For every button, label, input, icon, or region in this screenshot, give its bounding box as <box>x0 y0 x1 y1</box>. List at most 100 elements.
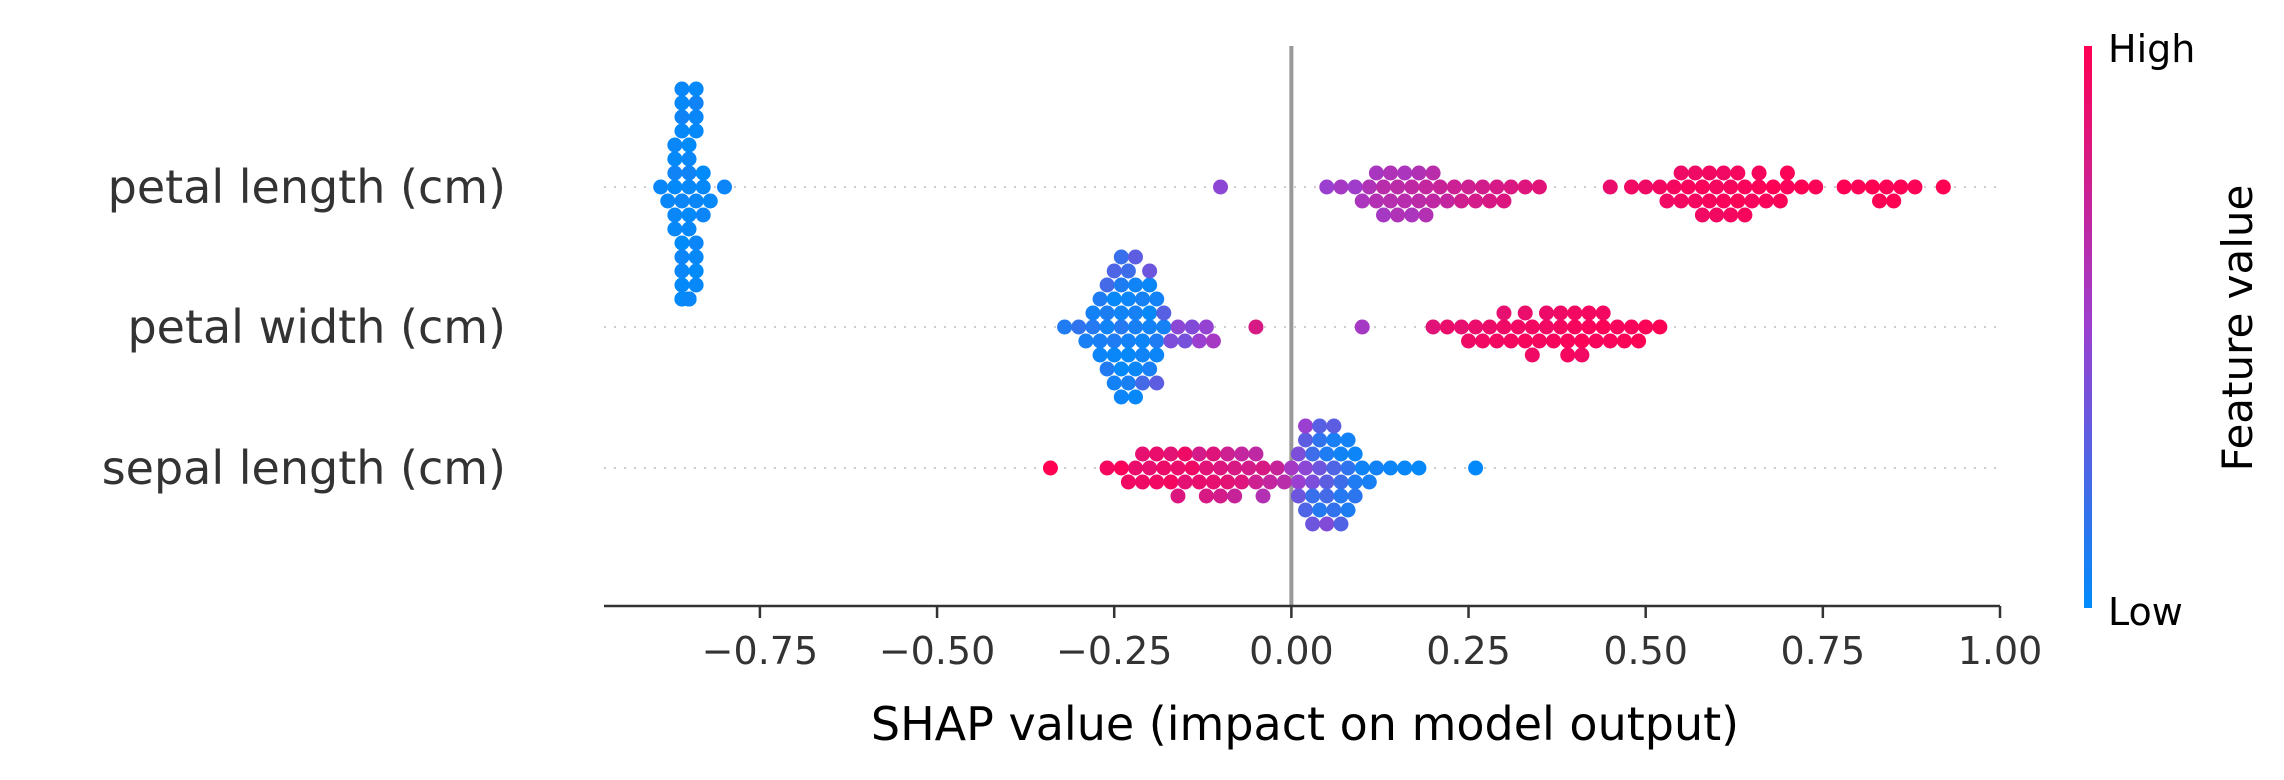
shap-point <box>1120 263 1136 279</box>
shap-point <box>1213 488 1229 504</box>
shap-point <box>1099 361 1115 377</box>
shap-point <box>1482 193 1498 209</box>
shap-point <box>674 277 690 293</box>
shap-point <box>1730 165 1746 181</box>
shap-point <box>1149 347 1165 363</box>
shap-point <box>1468 460 1484 476</box>
shap-point <box>1113 305 1129 321</box>
shap-point <box>1425 165 1441 181</box>
shap-point <box>1113 389 1129 405</box>
shap-point <box>1744 193 1760 209</box>
shap-point <box>1595 305 1611 321</box>
shap-point <box>1333 516 1349 532</box>
shap-point <box>1149 474 1165 490</box>
shap-point <box>1716 165 1732 181</box>
shap-point <box>1156 460 1172 476</box>
shap-point <box>1191 446 1207 462</box>
shap-point <box>1737 207 1753 223</box>
shap-point <box>1234 474 1250 490</box>
shap-point <box>1404 207 1420 223</box>
shap-point <box>1701 193 1717 209</box>
colorbar: High Low Feature value <box>2084 27 2262 634</box>
shap-point <box>1716 193 1732 209</box>
shap-point <box>1624 179 1640 195</box>
shap-point <box>1269 460 1285 476</box>
shap-point <box>667 137 683 153</box>
shap-point <box>688 109 704 125</box>
shap-point <box>1659 193 1675 209</box>
shap-point <box>1567 319 1583 335</box>
shap-point <box>1652 179 1668 195</box>
shap-point <box>1411 460 1427 476</box>
shap-point <box>688 193 704 209</box>
shap-point <box>1737 179 1753 195</box>
shap-point <box>1468 193 1484 209</box>
shap-point <box>1751 165 1767 181</box>
shap-point <box>1453 193 1469 209</box>
shap-point <box>1142 263 1158 279</box>
shap-point <box>674 263 690 279</box>
shap-point <box>1135 446 1151 462</box>
shap-point <box>1099 305 1115 321</box>
shap-point <box>1276 474 1292 490</box>
shap-point <box>1106 263 1122 279</box>
shap-point <box>1198 488 1214 504</box>
shap-point <box>1560 333 1576 349</box>
shap-point <box>1120 333 1136 349</box>
shap-point <box>1609 319 1625 335</box>
shap-point <box>688 249 704 265</box>
shap-point <box>1567 305 1583 321</box>
shap-point <box>1616 333 1632 349</box>
shap-point <box>1120 474 1136 490</box>
shap-point <box>1546 333 1562 349</box>
shap-point <box>1425 193 1441 209</box>
shap-point <box>1205 446 1221 462</box>
shap-point <box>1106 333 1122 349</box>
shap-point <box>1496 193 1512 209</box>
shap-point <box>1375 179 1391 195</box>
x-tick-label: −0.75 <box>702 629 818 673</box>
shap-point <box>1319 179 1335 195</box>
shap-point <box>1333 474 1349 490</box>
shap-point <box>1241 460 1257 476</box>
shap-point <box>1163 333 1179 349</box>
shap-point <box>1553 319 1569 335</box>
shap-point <box>1042 460 1058 476</box>
shap-point <box>1340 432 1356 448</box>
shap-point <box>1127 460 1143 476</box>
shap-point <box>1149 446 1165 462</box>
shap-point <box>1255 488 1271 504</box>
shap-point <box>1489 179 1505 195</box>
shap-point <box>1836 179 1852 195</box>
shap-point <box>1127 277 1143 293</box>
shap-point <box>1170 488 1186 504</box>
shap-point <box>1602 333 1618 349</box>
shap-point <box>1298 460 1314 476</box>
shap-point <box>1106 375 1122 391</box>
shap-point <box>681 179 697 195</box>
shap-point <box>1432 179 1448 195</box>
shap-point <box>1156 305 1172 321</box>
shap-point <box>1680 179 1696 195</box>
shap-point <box>1411 165 1427 181</box>
shap-point <box>1581 319 1597 335</box>
shap-point <box>1227 488 1243 504</box>
shap-point <box>1099 277 1115 293</box>
shap-point <box>1227 460 1243 476</box>
shap-point <box>1368 193 1384 209</box>
shap-point <box>1213 179 1229 195</box>
shap-point <box>1142 305 1158 321</box>
shap-point <box>667 221 683 237</box>
shap-point <box>1390 207 1406 223</box>
shap-point <box>1503 333 1519 349</box>
x-tick-label: −0.25 <box>1056 629 1172 673</box>
x-tick-label: −0.50 <box>879 629 995 673</box>
shap-point <box>1723 179 1739 195</box>
shap-point <box>1390 179 1406 195</box>
shap-point <box>1305 446 1321 462</box>
shap-point <box>1255 460 1271 476</box>
shap-point <box>1709 207 1725 223</box>
shap-point <box>1333 446 1349 462</box>
shap-point <box>667 207 683 223</box>
shap-point <box>688 263 704 279</box>
